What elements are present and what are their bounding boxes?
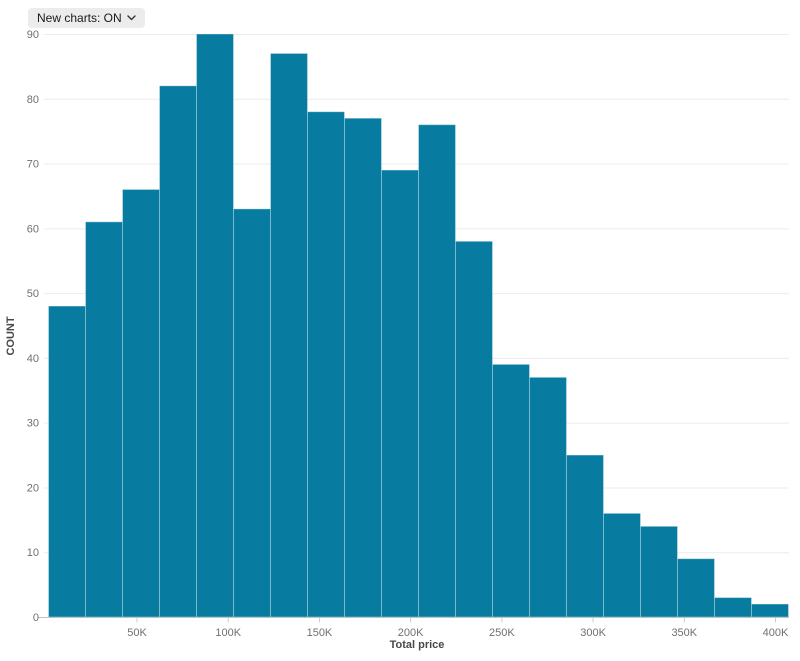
y-tick-label: 50 <box>27 288 39 300</box>
histogram-bar[interactable] <box>492 363 530 618</box>
x-tick-label: 400K <box>763 627 789 639</box>
new-charts-toggle-label: New charts: ON <box>37 11 122 25</box>
x-tick-label: 250K <box>489 627 515 639</box>
histogram-bar[interactable] <box>455 240 493 618</box>
histogram-bar[interactable] <box>85 221 123 618</box>
x-tick-label: 200K <box>398 627 424 639</box>
y-tick-label: 80 <box>27 94 39 106</box>
y-tick-label: 0 <box>33 612 39 624</box>
x-tick-label: 150K <box>307 627 333 639</box>
histogram-bar[interactable] <box>307 111 345 618</box>
histogram-bar[interactable] <box>196 33 234 618</box>
histogram-bar[interactable] <box>122 188 160 618</box>
histogram-bar[interactable] <box>677 558 715 618</box>
y-tick-label: 90 <box>27 29 39 41</box>
histogram-bar[interactable] <box>270 52 308 618</box>
x-axis-title: Total price <box>390 639 445 651</box>
histogram-bar[interactable] <box>344 117 382 618</box>
y-tick-label: 40 <box>27 353 39 365</box>
histogram-bar[interactable] <box>640 525 678 618</box>
y-tick-label: 10 <box>27 547 39 559</box>
histogram-bar[interactable] <box>566 454 604 618</box>
x-tick-label: 100K <box>215 627 241 639</box>
histogram-bar[interactable] <box>714 597 752 618</box>
histogram-bar[interactable] <box>233 208 271 618</box>
y-tick-label: 30 <box>27 418 39 430</box>
histogram-bar[interactable] <box>48 305 86 618</box>
y-tick-label: 70 <box>27 159 39 171</box>
histogram-bar[interactable] <box>751 603 789 618</box>
histogram-bar[interactable] <box>529 376 567 618</box>
histogram-bar[interactable] <box>603 512 641 618</box>
chevron-down-icon <box>126 15 136 21</box>
new-charts-toggle[interactable]: New charts: ON <box>28 8 145 28</box>
x-tick-label: 50K <box>127 627 147 639</box>
histogram-bar[interactable] <box>159 85 197 618</box>
x-tick-label: 350K <box>671 627 697 639</box>
histogram-bar[interactable] <box>418 124 456 618</box>
x-tick-label: 300K <box>580 627 606 639</box>
y-tick-label: 60 <box>27 223 39 235</box>
y-axis-title: COUNT <box>5 316 17 355</box>
histogram-bar[interactable] <box>381 169 419 618</box>
y-tick-label: 20 <box>27 482 39 494</box>
